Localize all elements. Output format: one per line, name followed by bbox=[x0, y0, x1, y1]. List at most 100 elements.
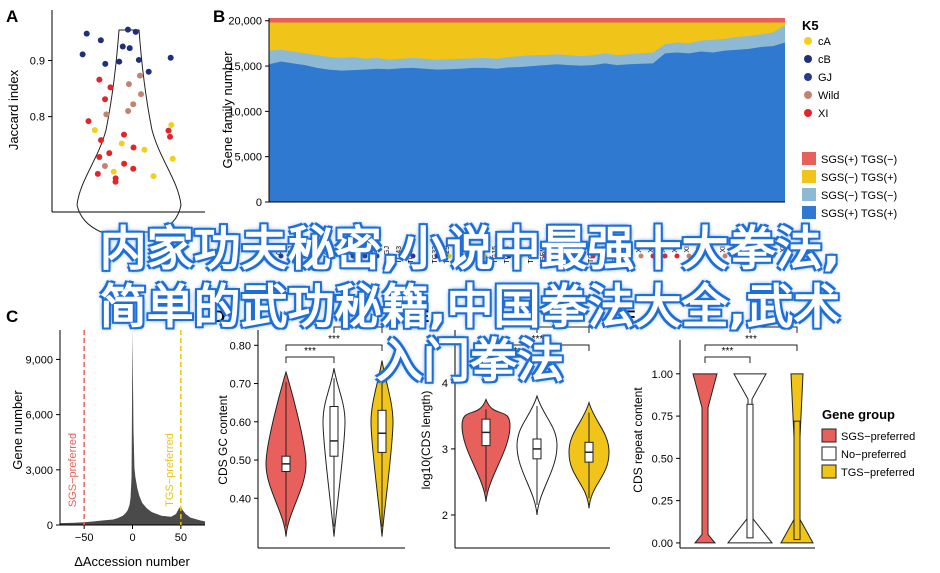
x-tick-label: GJ bbox=[360, 246, 367, 255]
threshold-label: TGS−preferred bbox=[164, 433, 176, 507]
significance-label: *** bbox=[532, 334, 544, 345]
violin-SGS−preferred bbox=[692, 373, 718, 544]
data-point-Wild bbox=[130, 101, 137, 108]
x-group-dot-XI bbox=[746, 253, 752, 259]
data-point-XI bbox=[112, 178, 119, 185]
x-group-dot-XI bbox=[542, 253, 548, 259]
x-group-dot-GJ bbox=[278, 253, 284, 259]
y-tick-label: 0.8 bbox=[30, 112, 45, 124]
significance-bracket bbox=[485, 356, 538, 363]
panel-f: F 0.00 0.25 0.50 0.75 1.00 CDS repeat content *… bbox=[625, 307, 915, 550]
data-point-cB bbox=[167, 54, 174, 61]
panel-label: B bbox=[213, 7, 225, 26]
x-tick-label: GJ bbox=[288, 246, 295, 255]
y-tick-label: 0.00 bbox=[652, 538, 673, 550]
data-point-cB bbox=[83, 30, 90, 37]
data-point-XI bbox=[165, 127, 172, 134]
x-tick-label: XI bbox=[648, 246, 655, 253]
x-tick-label: XI bbox=[708, 246, 715, 253]
x-group-dot-XI bbox=[698, 253, 704, 259]
panel-e: E 2 3 4 log10(CDS length) *** *** *** bbox=[418, 307, 610, 549]
box bbox=[377, 409, 387, 453]
y-axis-title: CDS repeat content bbox=[631, 387, 645, 493]
panel-c: C 0 3,000 6,000 9,000 −50 0 50 ΔAccession number… bbox=[6, 307, 205, 569]
y-axis-title: Jaccard index bbox=[6, 69, 21, 150]
legend-label: Wild bbox=[818, 90, 839, 102]
x-tick-label: XI bbox=[684, 246, 691, 253]
x-group-dot-cA bbox=[446, 253, 452, 259]
x-group-dot-GJ bbox=[386, 253, 392, 259]
x-group-dot-GJ bbox=[398, 253, 404, 259]
y-tick-label: 2 bbox=[442, 510, 448, 522]
box bbox=[329, 405, 339, 457]
significance-label: NS. bbox=[765, 316, 782, 327]
legend-label: SGS(−) TGS(+) bbox=[821, 172, 897, 184]
y-tick-label: 5,000 bbox=[234, 152, 262, 164]
y-tick-label: 1.00 bbox=[652, 369, 673, 381]
significance-label: *** bbox=[328, 334, 340, 345]
data-point-cA bbox=[150, 173, 157, 180]
x-tick-label: GJ bbox=[324, 246, 331, 255]
y-tick-label: 0.75 bbox=[652, 411, 673, 423]
significance-label: *** bbox=[745, 334, 757, 345]
y-axis-title: Gene family number bbox=[220, 51, 235, 169]
significance-label: *** bbox=[722, 346, 734, 357]
data-point-XI bbox=[94, 170, 101, 177]
data-point-XI bbox=[120, 131, 127, 138]
panel-d: D 0.40 0.50 0.60 0.70 0.80 CDS GC content *** **… bbox=[213, 307, 405, 549]
y-tick-label: 0.9 bbox=[30, 56, 45, 68]
x-group-dot-XI bbox=[782, 253, 788, 259]
significance-label: *** bbox=[352, 316, 364, 327]
legend-swatch bbox=[821, 464, 837, 479]
y-tick-label: 4 bbox=[442, 378, 448, 390]
x-group-dot-GJ bbox=[314, 253, 320, 259]
x-group-dot-cA bbox=[482, 253, 488, 259]
data-point-XI bbox=[106, 150, 113, 157]
distribution-area bbox=[60, 330, 205, 525]
data-point-cB bbox=[126, 45, 133, 52]
x-group-dot-XI bbox=[494, 253, 500, 259]
x-tick-label: XI bbox=[732, 246, 739, 253]
x-tick-label: GJ bbox=[384, 246, 391, 255]
y-tick-label: 0.80 bbox=[230, 340, 251, 352]
legend-title: Gene group bbox=[822, 407, 895, 422]
y-tick-label: 0.25 bbox=[652, 496, 673, 508]
x-tick-label: XI bbox=[636, 246, 643, 253]
y-tick-label: 10,000 bbox=[228, 106, 262, 118]
legend-marker-cB bbox=[804, 55, 812, 63]
legend-marker-Wild bbox=[804, 91, 812, 99]
x-group-dot-XI bbox=[470, 253, 476, 259]
x-group-dot-cB bbox=[458, 253, 464, 259]
data-point-XI bbox=[121, 160, 128, 167]
data-point-Wild bbox=[101, 162, 108, 169]
legend-marker-XI bbox=[804, 109, 812, 117]
legend-label: SGS(+) TGS(−) bbox=[821, 154, 897, 166]
data-point-Wild bbox=[125, 108, 132, 114]
significance-bracket bbox=[536, 326, 590, 333]
x-tick-label: GJ bbox=[276, 246, 283, 255]
data-point-cA bbox=[110, 168, 117, 175]
x-tick-label: −50 bbox=[75, 532, 94, 544]
x-tick-label: GJ bbox=[372, 246, 379, 255]
x-tick-label: XI bbox=[744, 246, 751, 253]
x-tick-label: GJ bbox=[312, 246, 319, 255]
significance-label: *** bbox=[506, 346, 518, 357]
legend-label: XI bbox=[818, 108, 828, 120]
data-point-XI bbox=[98, 137, 105, 144]
significance-label: *** bbox=[304, 346, 316, 357]
area-sgs_plus_tgs_plus bbox=[269, 42, 785, 203]
y-tick-label: 3,000 bbox=[25, 465, 53, 477]
x-group-dot-GJ bbox=[338, 253, 344, 259]
data-point-cB bbox=[119, 43, 126, 50]
legend-label: SGS(+) TGS(+) bbox=[821, 208, 897, 220]
x-group-dot-cB bbox=[578, 253, 584, 259]
y-tick-label: 0 bbox=[47, 520, 53, 532]
x-group-dot-GJ bbox=[326, 253, 332, 259]
significance-bracket bbox=[704, 356, 751, 363]
data-point-cA bbox=[169, 155, 176, 162]
y-tick-label: 15,000 bbox=[228, 61, 262, 73]
significance-bracket bbox=[285, 344, 383, 351]
x-group-dot-XI bbox=[674, 253, 680, 259]
box bbox=[746, 403, 754, 539]
data-point-cB bbox=[102, 60, 109, 67]
